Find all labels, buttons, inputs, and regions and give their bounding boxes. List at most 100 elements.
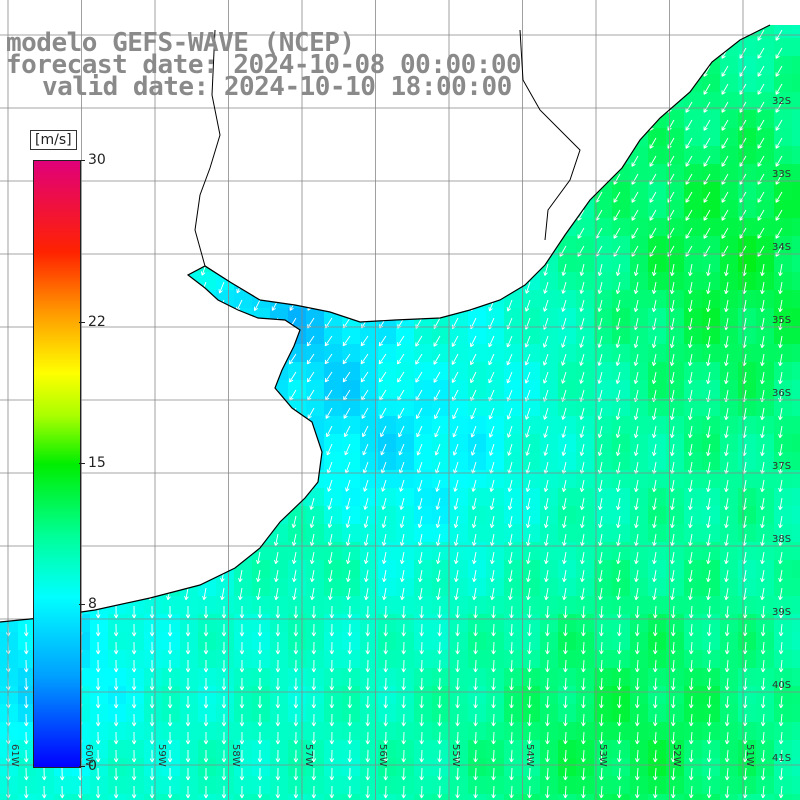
wind-speed-cell — [162, 236, 181, 255]
wind-arrow — [527, 605, 532, 619]
wind-arrow — [272, 263, 279, 276]
wind-speed-cell — [432, 236, 451, 255]
wind-speed-cell — [738, 380, 757, 399]
wind-arrow — [451, 371, 459, 383]
wind-speed-cell — [720, 380, 739, 399]
wind-speed-cell — [0, 254, 19, 273]
wind-arrow — [577, 119, 585, 131]
wind-arrow — [580, 497, 585, 511]
wind-arrow — [365, 605, 371, 619]
wind-arrow — [255, 533, 261, 547]
wind-arrow — [236, 263, 243, 276]
wind-arrow — [471, 479, 477, 492]
wind-arrow — [148, 155, 153, 169]
wind-arrow — [706, 641, 712, 655]
wind-speed-cell — [396, 254, 415, 273]
wind-arrow — [111, 461, 117, 475]
wind-arrow — [203, 731, 209, 745]
wind-speed-cell — [234, 578, 253, 597]
wind-speed-cell — [738, 290, 757, 309]
wind-speed-cell — [540, 38, 559, 57]
wind-speed-cell — [540, 254, 559, 273]
wind-arrow — [93, 245, 99, 259]
wind-speed-cell — [162, 722, 181, 741]
wind-speed-cell — [90, 668, 109, 687]
wind-arrow — [721, 83, 729, 95]
wind-arrow — [239, 731, 245, 745]
wind-speed-cell — [576, 596, 595, 615]
wind-arrow — [652, 443, 657, 457]
wind-speed-cell — [522, 254, 541, 273]
wind-arrow — [470, 425, 477, 438]
wind-arrow — [559, 173, 567, 185]
wind-arrow — [454, 551, 459, 565]
wind-arrow — [164, 389, 171, 402]
wind-speed-cell — [126, 380, 145, 399]
wind-arrow — [490, 569, 495, 583]
wind-arrow — [760, 749, 766, 763]
wind-arrow — [437, 641, 442, 655]
wind-speed-cell — [468, 488, 487, 507]
wind-speed-cell — [378, 380, 397, 399]
wind-arrow — [760, 587, 765, 601]
wind-arrow — [363, 173, 369, 186]
wind-speed-cell — [468, 236, 487, 255]
wind-speed-cell — [774, 794, 793, 800]
wind-arrow — [419, 713, 424, 727]
wind-arrow — [237, 533, 243, 547]
wind-speed-cell — [504, 740, 523, 759]
wind-speed-cell — [594, 254, 613, 273]
wind-arrow — [527, 677, 532, 691]
wind-arrow — [577, 47, 585, 59]
wind-speed-cell — [0, 578, 19, 597]
wind-speed-cell — [414, 416, 433, 435]
wind-speed-cell — [396, 452, 415, 471]
wind-arrow — [491, 749, 496, 763]
wind-speed-cell — [774, 254, 793, 273]
wind-speed-cell — [126, 308, 145, 327]
wind-arrow — [760, 767, 766, 781]
wind-speed-cell — [144, 596, 163, 615]
wind-speed-cell — [522, 128, 541, 147]
wind-speed-cell — [126, 758, 145, 777]
wind-arrow — [617, 659, 622, 673]
wind-speed-cell — [270, 758, 289, 777]
wind-speed-cell — [774, 776, 793, 795]
wind-arrow — [183, 245, 189, 258]
wind-speed-cell — [234, 758, 253, 777]
wind-speed-cell — [252, 290, 271, 309]
wind-speed-cell — [576, 236, 595, 255]
wind-arrow — [257, 713, 263, 727]
wind-arrow — [310, 119, 315, 133]
wind-speed-cell — [612, 434, 631, 453]
wind-arrow — [724, 641, 730, 655]
wind-arrow — [775, 155, 783, 167]
wind-speed-cell — [648, 380, 667, 399]
wind-arrow — [652, 515, 657, 529]
wind-arrow — [670, 587, 675, 601]
wind-speed-cell — [576, 542, 595, 561]
wind-arrow — [525, 263, 531, 276]
wind-speed-cell — [468, 614, 487, 633]
wind-speed-cell — [756, 632, 775, 651]
wind-speed-cell — [666, 470, 685, 489]
wind-arrow — [203, 659, 209, 673]
wind-speed-cell — [252, 164, 271, 183]
wind-speed-cell — [432, 128, 451, 147]
wind-speed-cell — [774, 398, 793, 417]
wind-arrow — [453, 497, 459, 510]
wind-speed-cell — [198, 578, 217, 597]
wind-speed-cell — [162, 524, 181, 543]
wind-arrow — [724, 677, 730, 691]
wind-speed-cell — [468, 542, 487, 561]
wind-speed-cell — [522, 326, 541, 345]
wind-speed-cell — [792, 758, 800, 777]
wind-speed-cell — [558, 416, 577, 435]
wind-arrow — [635, 641, 640, 655]
wind-arrow — [329, 767, 335, 781]
wind-speed-cell — [648, 722, 667, 741]
wind-arrow — [347, 785, 353, 799]
wind-speed-cell — [144, 326, 163, 345]
wind-arrow — [615, 263, 621, 277]
wind-arrow — [436, 119, 441, 133]
